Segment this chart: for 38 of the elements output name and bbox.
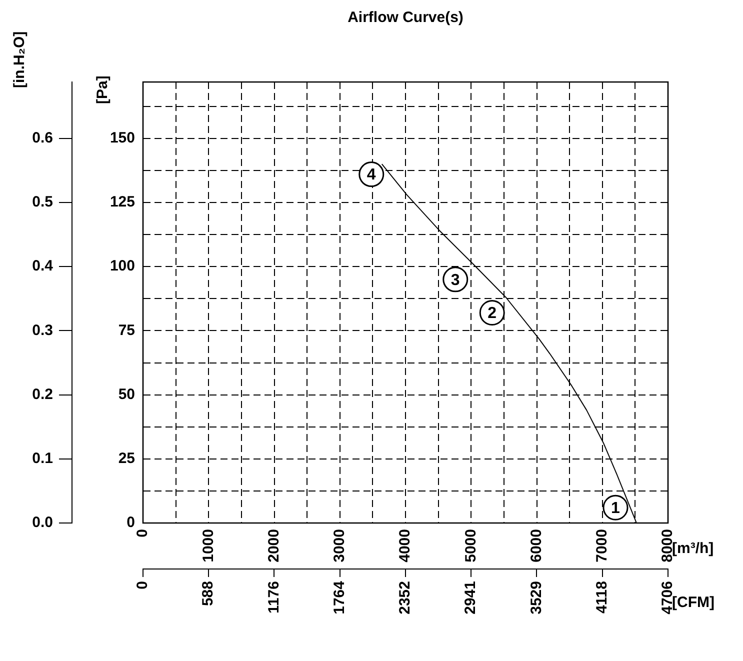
y2-tick-label: 0.2	[32, 386, 53, 403]
y-tick-label: 50	[118, 386, 135, 403]
annotation: 1	[611, 500, 620, 518]
x2-tick-label: 2941	[462, 581, 480, 614]
x-axis-title: [m³/h]	[672, 540, 714, 558]
y2-tick-label: 0.0	[32, 514, 53, 532]
y-axis-title: [Pa]	[94, 76, 112, 104]
x-tick-label: 0	[134, 529, 152, 538]
y-tick-label: 0	[126, 514, 135, 532]
annotation: 3	[450, 272, 460, 289]
x-tick-label: 4000	[396, 529, 414, 562]
y2-tick-label: 0.1	[32, 450, 53, 468]
y-tick-label: 25	[118, 450, 135, 468]
x2-tick-label: 1764	[330, 580, 348, 614]
x-tick-label: 1000	[200, 529, 217, 562]
y-tick-label: 150	[110, 130, 135, 147]
annotation: 4	[366, 166, 376, 184]
y2-axis-title: [in.H₂O]	[11, 31, 28, 88]
x-tick-label: 5000	[462, 529, 480, 562]
y2-tick-label: 0.6	[32, 130, 53, 147]
x2-tick-label: 2352	[396, 581, 414, 614]
annotation: 2	[488, 305, 497, 322]
x-tick-label: 6000	[528, 529, 545, 562]
x-tick-label: 2000	[265, 529, 282, 562]
x-tick-label: 7000	[594, 529, 611, 562]
x2-tick-label: 1176	[265, 581, 282, 614]
y2-tick-label: 0.4	[32, 258, 54, 275]
y-tick-label: 125	[110, 194, 135, 211]
y-tick-label: 75	[118, 322, 135, 339]
x-tick-label: 3000	[331, 529, 348, 562]
x2-tick-label: 4118	[594, 581, 611, 614]
y-tick-label: 100	[110, 258, 135, 275]
chart-title: Airflow Curve(s)	[348, 9, 464, 26]
x2-tick-label: 3529	[528, 581, 545, 614]
y2-tick-label: 0.3	[32, 322, 53, 339]
y2-tick-label: 0.5	[32, 194, 53, 211]
x2-tick-label: 0	[134, 581, 152, 590]
x2-tick-label: 588	[200, 581, 217, 606]
